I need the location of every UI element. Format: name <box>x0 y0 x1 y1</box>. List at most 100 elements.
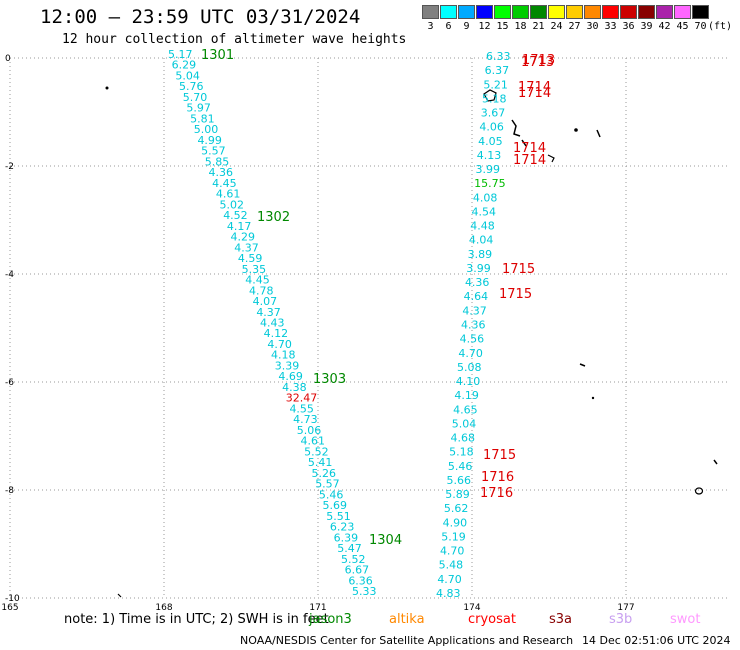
island-outline <box>483 89 497 102</box>
pass-id-label: 1303 <box>313 372 346 387</box>
legend-swatch <box>620 5 637 19</box>
wave-height-label: 5.47 <box>337 542 362 555</box>
satellite-label: jason3 <box>309 612 352 627</box>
legend-label: 70 <box>694 21 707 32</box>
wave-height-label: 4.05 <box>478 135 503 148</box>
wave-height-label: 5.85 <box>205 155 230 168</box>
wave-height-label: 6.36 <box>348 574 373 587</box>
pass-id-label: 1713 <box>522 53 555 68</box>
wave-height-label: 5.33 <box>352 585 377 598</box>
wave-height-label: 5.51 <box>326 510 351 523</box>
wave-height-label: 5.17 <box>168 48 193 61</box>
lat-tick-label: -10 <box>5 594 20 604</box>
island-outline <box>547 154 555 163</box>
wave-height-label: 4.29 <box>231 231 256 244</box>
wave-height-label: 4.36 <box>461 319 486 332</box>
wave-height-label: 4.37 <box>462 304 487 317</box>
island-marker <box>574 128 578 132</box>
wave-height-label: 5.46 <box>319 488 344 501</box>
wave-height-label: 4.38 <box>282 381 307 394</box>
wave-height-label: 5.35 <box>242 263 267 276</box>
legend-label: 6 <box>445 21 452 32</box>
wave-height-label: 4.45 <box>212 177 237 190</box>
wave-height-label: 5.76 <box>179 80 204 93</box>
legend-swatch <box>476 5 493 19</box>
wave-height-label: 4.55 <box>289 402 314 415</box>
wave-height-label: 5.48 <box>439 559 464 572</box>
legend-label: 18 <box>514 21 527 32</box>
island-outline <box>511 119 521 137</box>
wave-height-label: 5.21 <box>483 78 508 91</box>
legend-label: 3 <box>427 21 434 32</box>
wave-height-label: 4.06 <box>479 121 504 134</box>
lat-tick-label: -6 <box>5 378 14 388</box>
wave-height-label: 4.61 <box>300 435 325 448</box>
legend-label: 42 <box>658 21 671 32</box>
lon-tick-label: 177 <box>617 603 634 613</box>
pass-id-label: 1716 <box>481 470 514 485</box>
pass-id-label: 1301 <box>201 48 234 63</box>
island-outline <box>117 593 122 598</box>
pass-id-label: 1302 <box>257 210 290 225</box>
wave-height-label: 4.37 <box>234 241 258 254</box>
wave-height-label: 5.57 <box>201 145 226 158</box>
legend-label: 33 <box>604 21 617 32</box>
wave-height-label: 6.39 <box>334 531 359 544</box>
legend-swatch <box>692 5 709 19</box>
pass-id-label: 1715 <box>483 448 516 463</box>
wave-height-label: 5.26 <box>312 467 337 480</box>
track-labels: 5.176.295.045.765.705.975.815.004.995.57… <box>168 48 511 600</box>
wave-height-label: 4.54 <box>472 205 497 218</box>
pass-labels: 1301130213031304171317131714171417141714… <box>201 48 555 548</box>
wave-height-label: 4.36 <box>208 166 233 179</box>
lat-tick-label: -4 <box>5 270 14 280</box>
wave-height-label: 4.69 <box>278 370 303 383</box>
wave-height-label: 5.62 <box>444 502 469 515</box>
wave-height-label: 4.70 <box>458 347 483 360</box>
wave-height-label: 4.08 <box>473 191 498 204</box>
wave-height-label: 4.70 <box>267 338 292 351</box>
wave-height-label: 4.19 <box>454 389 479 402</box>
wave-height-label: 4.70 <box>440 545 465 558</box>
legend-label: 12 <box>478 21 491 32</box>
pass-id-label: 1714 <box>518 86 551 101</box>
wave-height-label: 4.37 <box>256 306 281 319</box>
lon-tick-label: 168 <box>155 603 172 613</box>
island-outline <box>521 139 527 147</box>
legend-swatch <box>548 5 565 19</box>
wave-height-label: 5.04 <box>452 417 477 430</box>
pass-id-label: 1715 <box>502 262 535 277</box>
legend-label: 27 <box>568 21 581 32</box>
wave-height-label: 5.18 <box>482 92 507 105</box>
wave-height-label: 5.69 <box>323 499 348 512</box>
wave-height-label: 4.48 <box>470 220 495 233</box>
wave-height-label: 5.70 <box>183 91 208 104</box>
legend-swatch <box>440 5 457 19</box>
wave-height-label: 6.33 <box>486 50 511 63</box>
wave-height-label: 4.07 <box>253 295 278 308</box>
satellite-label: altika <box>389 612 425 627</box>
island-outline <box>713 459 718 465</box>
pass-id-label: 1716 <box>480 486 513 501</box>
islands-layer <box>105 86 718 598</box>
lon-tick-label: 171 <box>309 603 326 613</box>
satellite-label: s3a <box>549 612 573 627</box>
wave-height-label: 4.17 <box>227 220 252 233</box>
wave-height-label: 3.99 <box>466 262 491 275</box>
wave-height-label: 4.78 <box>249 284 274 297</box>
wave-height-label: 4.65 <box>453 403 478 416</box>
island-marker <box>105 86 109 90</box>
wave-height-label: 5.18 <box>449 446 474 459</box>
legend-swatch <box>512 5 529 19</box>
satellite-label: s3b <box>609 612 633 627</box>
legend-swatch <box>422 5 439 19</box>
wave-height-label: 4.04 <box>469 234 494 247</box>
legend-swatch <box>530 5 547 19</box>
wave-height-label: 4.56 <box>460 333 485 346</box>
island-outline <box>694 487 704 495</box>
wave-height-label: 5.89 <box>445 488 470 501</box>
wave-height-label: 4.13 <box>477 149 502 162</box>
wave-height-label: 4.90 <box>443 516 468 529</box>
